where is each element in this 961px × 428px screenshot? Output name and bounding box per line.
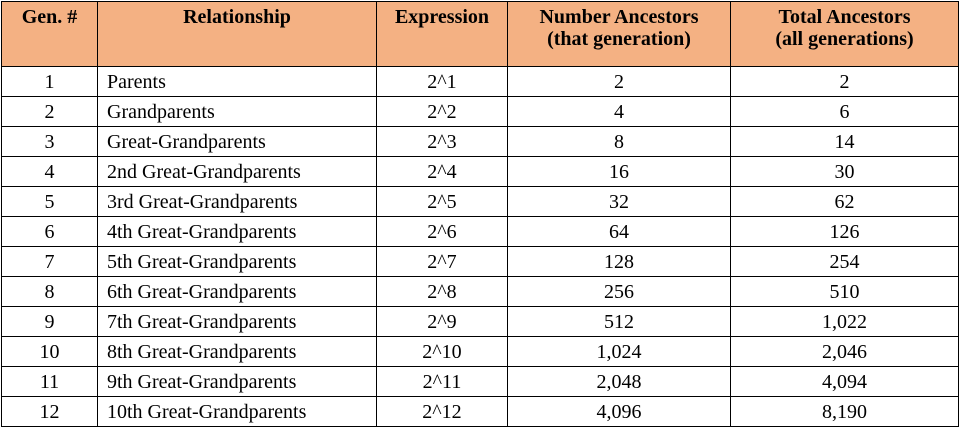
table-cell: 5th Great-Grandparents (97, 246, 377, 277)
table-cell: 3 (1, 126, 98, 157)
table-cell: 1,022 (730, 306, 959, 337)
table-row: 7 5th Great-Grandparents 2^7 128 254 (1, 246, 959, 277)
header-text: Total Ancestors (778, 6, 911, 28)
table-cell: 126 (730, 216, 959, 247)
table-cell: 2^9 (376, 306, 508, 337)
table-cell: 14 (730, 126, 959, 157)
table-cell: 3rd Great-Grandparents (97, 186, 377, 217)
table-cell: 8,190 (730, 396, 959, 427)
table-cell: 6 (730, 96, 959, 127)
table-row: 10 8th Great-Grandparents 2^10 1,024 2,046 (1, 336, 959, 367)
table-cell: 64 (507, 216, 731, 247)
table-cell: 2nd Great-Grandparents (97, 156, 377, 187)
table-cell: Parents (97, 66, 377, 97)
table-cell: 4,094 (730, 366, 959, 397)
table-row: 9 7th Great-Grandparents 2^9 512 1,022 (1, 306, 959, 337)
table-row: 4 2nd Great-Grandparents 2^4 16 30 (1, 156, 959, 187)
table-cell: 510 (730, 276, 959, 307)
table-cell: 10th Great-Grandparents (97, 396, 377, 427)
table-cell: 2^11 (376, 366, 508, 397)
table-cell: 6 (1, 216, 98, 247)
table-row: 3 Great-Grandparents 2^3 8 14 (1, 126, 959, 157)
table-cell: 1,024 (507, 336, 731, 367)
table-row: 8 6th Great-Grandparents 2^8 256 510 (1, 276, 959, 307)
table-cell: 7 (1, 246, 98, 277)
table-cell: 2 (1, 96, 98, 127)
table-row: 2 Grandparents 2^2 4 6 (1, 96, 959, 127)
header-text: Number Ancestors (539, 6, 699, 28)
table-cell: 4th Great-Grandparents (97, 216, 377, 247)
table-cell: 10 (1, 336, 98, 367)
header-cell: Relationship (97, 1, 377, 67)
table-row: 11 9th Great-Grandparents 2^11 2,048 4,094 (1, 366, 959, 397)
header-text: (that generation) (547, 28, 691, 50)
table-cell: 9 (1, 306, 98, 337)
table-cell: 16 (507, 156, 731, 187)
table-row: 12 10th Great-Grandparents 2^12 4,096 8,190 (1, 396, 959, 427)
header-cell: Expression (376, 1, 508, 67)
header-row: Gen. # Relationship Expression Number Ances… (1, 1, 959, 67)
header-cell: Gen. # (1, 1, 98, 67)
table-cell: 2 (507, 66, 731, 97)
table-cell: 30 (730, 156, 959, 187)
table-cell: 2^5 (376, 186, 508, 217)
header-text: Relationship (183, 6, 291, 28)
table-cell: Great-Grandparents (97, 126, 377, 157)
table-cell: 2^3 (376, 126, 508, 157)
table-cell: Grandparents (97, 96, 377, 127)
table-cell: 62 (730, 186, 959, 217)
table-row: 6 4th Great-Grandparents 2^6 64 126 (1, 216, 959, 247)
table-cell: 2 (730, 66, 959, 97)
table-cell: 2^6 (376, 216, 508, 247)
table-cell: 2^12 (376, 396, 508, 427)
header-cell: Total Ancestors (all generations) (730, 1, 959, 67)
header-text: Gen. # (21, 6, 78, 28)
table-cell: 2^1 (376, 66, 508, 97)
table-cell: 1 (1, 66, 98, 97)
table-row: 1 Parents 2^1 2 2 (1, 66, 959, 97)
table-cell: 32 (507, 186, 731, 217)
table-cell: 8th Great-Grandparents (97, 336, 377, 367)
table-body: 1 Parents 2^1 2 2 2 Grandparents 2^2 4 6 3 Great-Gr… (1, 66, 959, 427)
table-cell: 12 (1, 396, 98, 427)
table-cell: 512 (507, 306, 731, 337)
table-cell: 2^4 (376, 156, 508, 187)
table-cell: 9th Great-Grandparents (97, 366, 377, 397)
table-cell: 4 (1, 156, 98, 187)
table-cell: 8 (507, 126, 731, 157)
table-cell: 2^8 (376, 276, 508, 307)
table-cell: 254 (730, 246, 959, 277)
table-cell: 7th Great-Grandparents (97, 306, 377, 337)
header-text: Expression (394, 6, 490, 28)
table-cell: 2^2 (376, 96, 508, 127)
table-cell: 2^7 (376, 246, 508, 277)
table-cell: 4,096 (507, 396, 731, 427)
table-cell: 6th Great-Grandparents (97, 276, 377, 307)
table-cell: 8 (1, 276, 98, 307)
table-row: 5 3rd Great-Grandparents 2^5 32 62 (1, 186, 959, 217)
table-cell: 2,048 (507, 366, 731, 397)
header-cell: Number Ancestors (that generation) (507, 1, 731, 67)
table-cell: 128 (507, 246, 731, 277)
table-cell: 11 (1, 366, 98, 397)
header-text: (all generations) (775, 28, 914, 50)
table-cell: 5 (1, 186, 98, 217)
table-cell: 2,046 (730, 336, 959, 367)
table-cell: 2^10 (376, 336, 508, 367)
table-cell: 256 (507, 276, 731, 307)
table-cell: 4 (507, 96, 731, 127)
